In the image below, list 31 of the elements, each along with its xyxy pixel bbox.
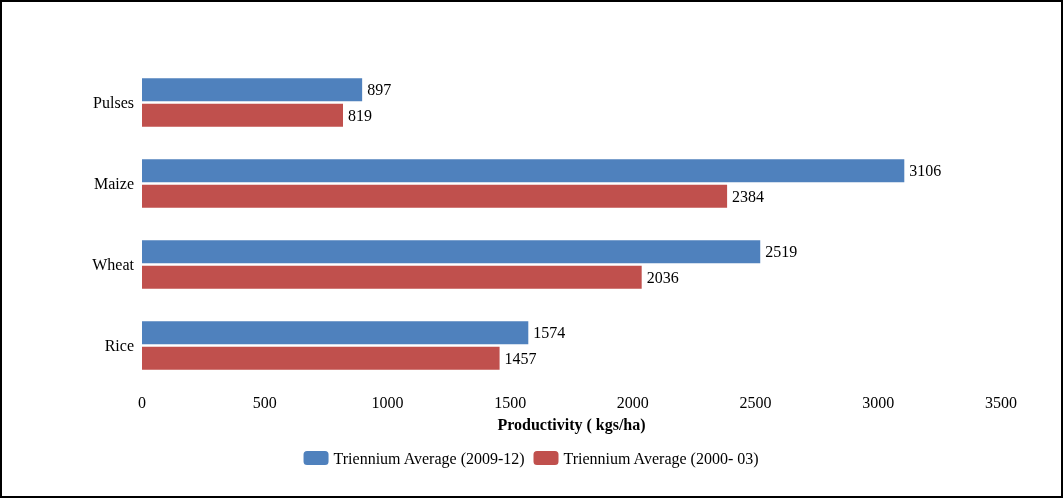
data-label: 2384 [732,187,765,205]
bar [142,184,728,208]
bar [142,78,363,102]
x-tick-label: 3000 [862,393,895,411]
data-label: 897 [367,81,392,99]
x-tick-label: 2000 [616,393,649,411]
data-label: 819 [348,106,373,124]
bar [142,265,642,289]
data-label: 2519 [765,243,798,261]
bar [142,103,344,127]
legend-label: Triennium Average (2000- 03) [563,449,759,468]
legend-label: Triennium Average (2009-12) [333,449,525,468]
y-tick-label: Rice [104,337,134,354]
y-tick-label: Maize [94,175,134,192]
y-tick-label: Pulses [93,94,134,111]
x-tick-label: 1000 [371,393,404,411]
bar [142,321,529,345]
bar [142,240,761,264]
x-tick-label: 500 [252,393,277,411]
x-tick-label: 2500 [739,393,772,411]
data-label: 2036 [646,268,679,286]
bar [142,346,500,370]
x-tick-label: 3500 [985,393,1017,411]
data-label: 1457 [504,349,537,367]
x-tick-label: 1500 [494,393,527,411]
x-axis-title: Productivity ( kgs/ha) [497,415,646,434]
data-label: 1574 [533,324,566,342]
y-tick-label: Wheat [92,256,135,273]
bar [142,159,905,183]
x-tick-label: 0 [138,393,146,411]
data-label: 3106 [909,162,942,180]
